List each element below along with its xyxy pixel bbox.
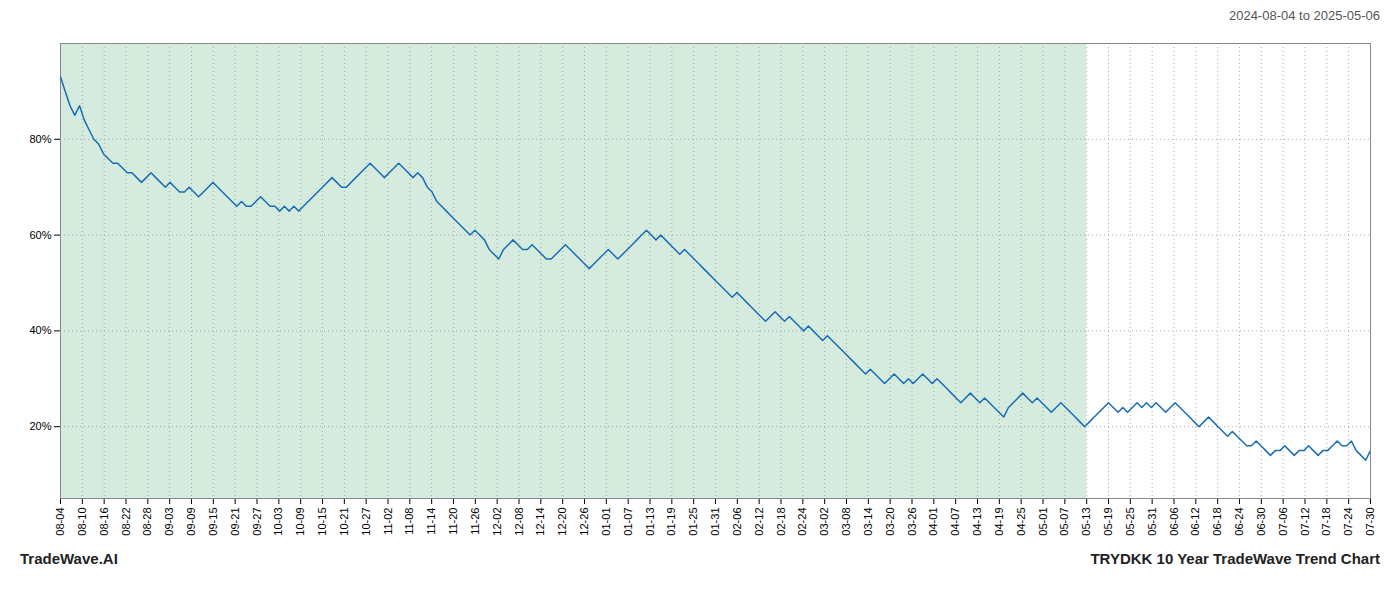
svg-text:40%: 40% [29, 324, 51, 336]
svg-text:11-08: 11-08 [403, 508, 415, 535]
svg-text:06-24: 06-24 [1233, 508, 1245, 536]
svg-text:11-20: 11-20 [447, 508, 459, 535]
svg-text:11-02: 11-02 [382, 508, 394, 535]
svg-text:05-25: 05-25 [1124, 508, 1136, 536]
svg-text:60%: 60% [29, 229, 51, 241]
svg-text:09-15: 09-15 [207, 508, 219, 536]
svg-text:01-31: 01-31 [709, 508, 721, 536]
svg-text:09-03: 09-03 [163, 508, 175, 536]
svg-text:01-19: 01-19 [665, 508, 677, 536]
svg-text:03-14: 03-14 [862, 508, 874, 536]
svg-text:06-06: 06-06 [1168, 508, 1180, 536]
svg-text:01-01: 01-01 [600, 508, 612, 536]
svg-text:09-21: 09-21 [229, 508, 241, 536]
svg-text:08-22: 08-22 [120, 508, 132, 536]
svg-text:04-07: 04-07 [949, 508, 961, 536]
svg-text:09-27: 09-27 [251, 508, 263, 536]
svg-text:05-13: 05-13 [1080, 508, 1092, 536]
svg-text:01-13: 01-13 [644, 508, 656, 536]
svg-text:10-15: 10-15 [316, 508, 328, 536]
svg-text:80%: 80% [29, 133, 51, 145]
svg-text:05-19: 05-19 [1102, 508, 1114, 536]
svg-text:07-06: 07-06 [1277, 508, 1289, 536]
svg-text:09-09: 09-09 [185, 508, 197, 536]
svg-text:12-26: 12-26 [578, 508, 590, 536]
svg-text:10-27: 10-27 [360, 508, 372, 536]
svg-text:02-24: 02-24 [796, 508, 808, 536]
html-text:TRYDKK 10 Year TradeWave Trend: TRYDKK 10 Year TradeWave Trend Chart [1090, 550, 1380, 567]
svg-text:05-01: 05-01 [1037, 508, 1049, 536]
svg-text:02-06: 02-06 [731, 508, 743, 536]
html-text:2024-08-04 to 2025-05-06: 2024-08-04 to 2025-05-06 [1228, 8, 1380, 23]
svg-text:12-08: 12-08 [513, 508, 525, 536]
svg-text:03-26: 03-26 [906, 508, 918, 536]
svg-text:12-02: 12-02 [491, 508, 503, 536]
svg-text:11-26: 11-26 [469, 508, 481, 535]
svg-text:04-13: 04-13 [971, 508, 983, 536]
svg-text:11-14: 11-14 [425, 508, 437, 535]
svg-text:05-31: 05-31 [1146, 508, 1158, 536]
svg-text:20%: 20% [29, 420, 51, 432]
svg-text:04-19: 04-19 [993, 508, 1005, 536]
svg-text:07-24: 07-24 [1342, 508, 1354, 536]
svg-text:01-25: 01-25 [687, 508, 699, 536]
svg-text:07-18: 07-18 [1320, 508, 1332, 536]
svg-text:05-07: 05-07 [1058, 508, 1070, 536]
svg-text:10-21: 10-21 [338, 508, 350, 536]
svg-text:03-20: 03-20 [884, 508, 896, 536]
svg-text:08-16: 08-16 [98, 508, 110, 536]
svg-text:06-12: 06-12 [1189, 508, 1201, 536]
svg-text:07-30: 07-30 [1364, 508, 1376, 536]
svg-text:01-07: 01-07 [622, 508, 634, 536]
svg-text:02-12: 02-12 [753, 508, 765, 536]
svg-text:02-18: 02-18 [775, 508, 787, 536]
svg-text:04-01: 04-01 [927, 508, 939, 536]
svg-text:12-14: 12-14 [534, 508, 546, 536]
svg-text:08-10: 08-10 [76, 508, 88, 536]
svg-text:10-09: 10-09 [294, 508, 306, 536]
svg-text:06-18: 06-18 [1211, 508, 1223, 536]
svg-text:04-25: 04-25 [1015, 508, 1027, 536]
svg-text:03-02: 03-02 [818, 508, 830, 536]
svg-text:08-28: 08-28 [141, 508, 153, 536]
svg-text:03-08: 03-08 [840, 508, 852, 536]
svg-text:07-12: 07-12 [1299, 508, 1311, 536]
svg-text:06-30: 06-30 [1255, 508, 1267, 536]
html-text:TradeWave.AI: TradeWave.AI [20, 550, 118, 567]
svg-text:08-04: 08-04 [54, 508, 66, 536]
svg-text:12-20: 12-20 [556, 508, 568, 536]
svg-text:10-03: 10-03 [272, 508, 284, 536]
